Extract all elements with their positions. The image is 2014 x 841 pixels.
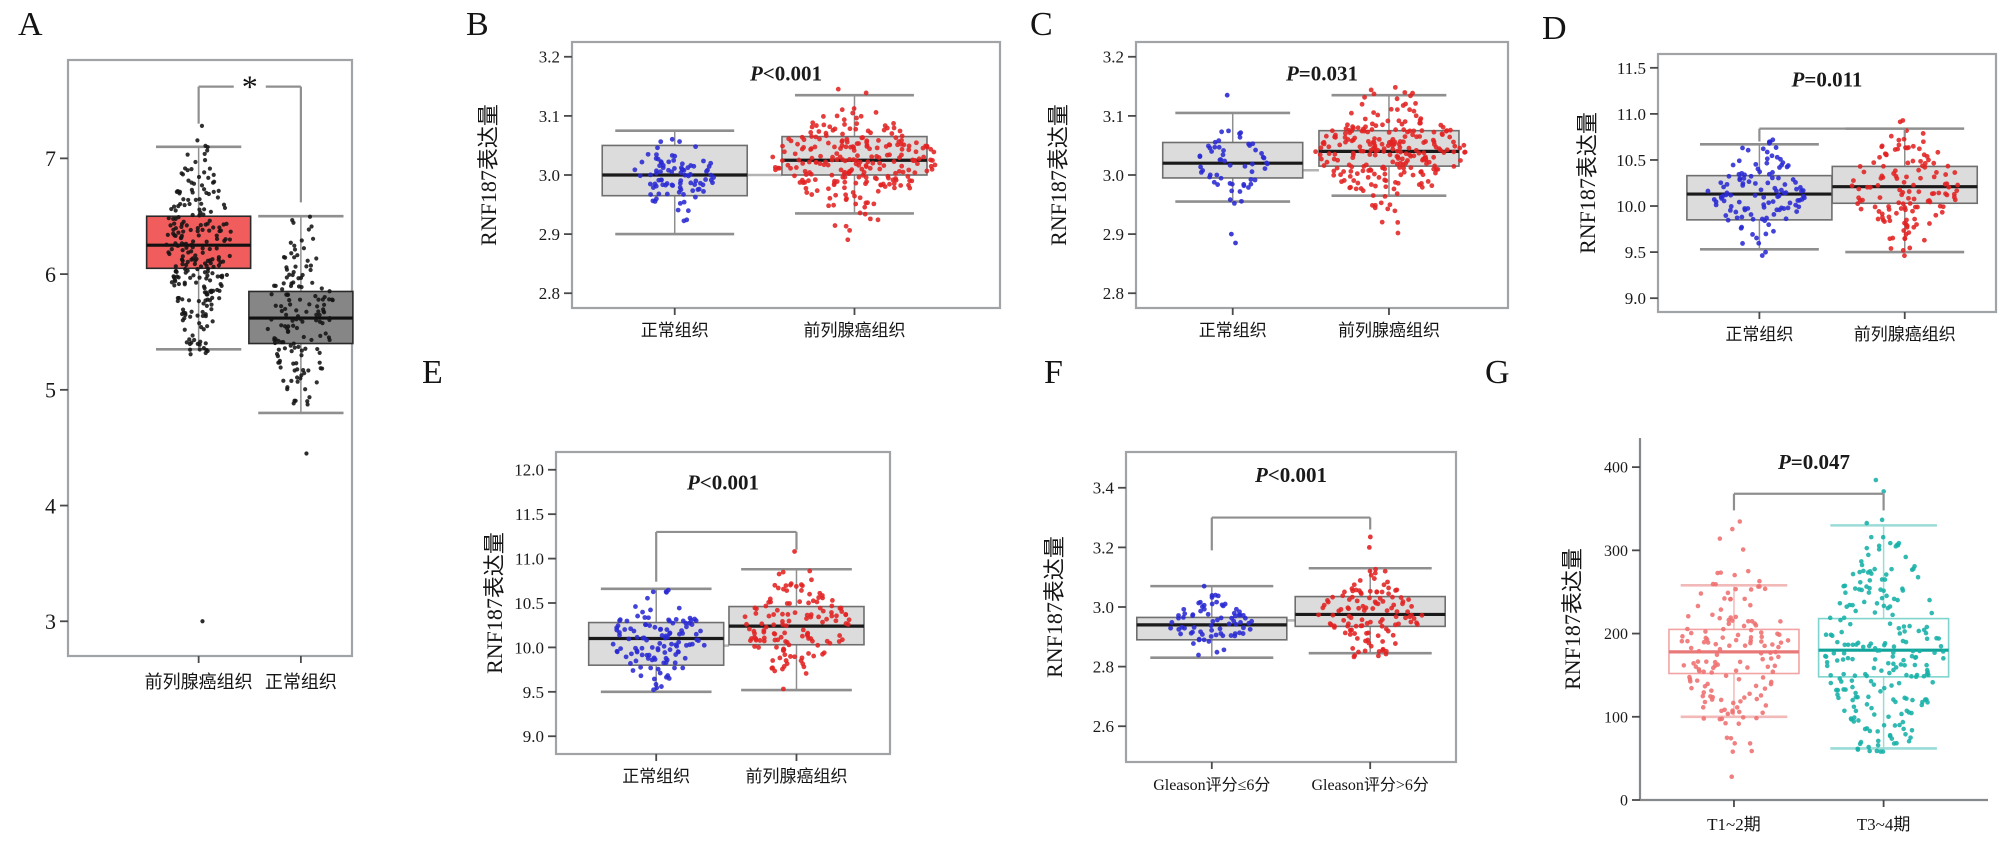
svg-text:RNF187表达量: RNF187表达量: [1560, 548, 1585, 690]
svg-text:Gleason评分>6分: Gleason评分>6分: [1311, 776, 1428, 794]
panel-C-letter: C: [1030, 6, 1053, 43]
svg-text:3.1: 3.1: [539, 107, 560, 126]
panel-C: C 3.2 3.1 3.0 2.9 2.8 RNF187表达量正常组织 前列腺癌组织 P=0.…: [1016, 2, 1568, 378]
svg-text:10.0: 10.0: [514, 638, 544, 657]
svg-text:10.0: 10.0: [1616, 197, 1646, 216]
svg-text:2.9: 2.9: [539, 225, 560, 244]
svg-text:100: 100: [1604, 709, 1628, 726]
panel-F-chart: 3.4 3.2 3.0 2.8 2.6 RNF187表达量 Gleason评分≤6分 Glea…: [1042, 450, 1458, 794]
svg-text:P=0.047: P=0.047: [1777, 450, 1850, 474]
svg-text:9.5: 9.5: [523, 683, 544, 702]
svg-text:前列腺癌组织: 前列腺癌组织: [1854, 325, 1956, 344]
svg-text:11.0: 11.0: [515, 550, 544, 569]
svg-text:正常组织: 正常组织: [1725, 325, 1793, 344]
svg-text:300: 300: [1604, 543, 1628, 560]
svg-text:10.5: 10.5: [1616, 151, 1646, 170]
svg-text:3.0: 3.0: [1093, 598, 1114, 617]
svg-text:RNF187表达量: RNF187表达量: [482, 532, 507, 674]
panel-B-letter: B: [466, 6, 489, 43]
svg-text:11.0: 11.0: [1617, 105, 1646, 124]
svg-text:3.2: 3.2: [1103, 48, 1124, 67]
panel-A-chart: 7 6 5 4 3 前列腺癌组织 正常组织 *: [45, 58, 354, 692]
svg-text:3.2: 3.2: [539, 48, 560, 67]
svg-text:P<0.001: P<0.001: [749, 61, 822, 85]
svg-text:P<0.001: P<0.001: [1254, 463, 1327, 487]
svg-text:2.8: 2.8: [1103, 284, 1124, 303]
svg-text:RNF187表达量: RNF187表达量: [1046, 104, 1071, 246]
svg-text:正常组织: 正常组织: [1199, 321, 1267, 340]
svg-text:9.0: 9.0: [1625, 289, 1646, 308]
svg-text:T3~4期: T3~4期: [1857, 815, 1911, 834]
svg-text:11.5: 11.5: [515, 505, 544, 524]
panel-F: F 3.4 3.2 3.0 2.8 2.6 RNF187表达量 Gleason评分≤6分 Gl…: [1036, 352, 1578, 841]
svg-text:12.0: 12.0: [514, 461, 544, 480]
panel-E-letter: E: [422, 354, 443, 391]
svg-text:正常组织: 正常组织: [641, 321, 709, 340]
svg-text:3.1: 3.1: [1103, 107, 1124, 126]
panel-G: G 400 300 200 100 0 RNF187表达量 T1~2期 T3~4期 P=0.04…: [1480, 352, 2014, 841]
svg-text:10.5: 10.5: [514, 594, 544, 613]
svg-text:RNF187表达量: RNF187表达量: [1042, 536, 1067, 678]
svg-text:2.6: 2.6: [1093, 717, 1114, 736]
svg-text:*: *: [242, 69, 258, 105]
panel-F-letter: F: [1044, 354, 1063, 391]
svg-text:2.8: 2.8: [539, 284, 560, 303]
panel-E: E 12.0 11.5 11.0 10.5 10.0 9.5 9.0 RNF187表达量正常组…: [420, 352, 1036, 841]
svg-text:RNF187表达量: RNF187表达量: [1575, 112, 1600, 254]
svg-text:7: 7: [45, 146, 56, 171]
panel-D-letter: D: [1542, 10, 1567, 47]
svg-text:P=0.011: P=0.011: [1791, 67, 1863, 91]
svg-text:3.2: 3.2: [1093, 538, 1114, 557]
svg-text:4: 4: [45, 493, 56, 518]
panel-G-letter: G: [1485, 354, 1510, 391]
svg-text:9.0: 9.0: [523, 727, 544, 746]
svg-text:400: 400: [1604, 460, 1628, 477]
svg-text:2.8: 2.8: [1093, 658, 1114, 677]
svg-text:3: 3: [45, 609, 56, 634]
svg-text:RNF187表达量: RNF187表达量: [476, 104, 501, 246]
svg-text:0: 0: [1620, 793, 1628, 810]
svg-text:6: 6: [45, 262, 56, 287]
svg-text:正常组织: 正常组织: [265, 672, 337, 692]
svg-text:11.5: 11.5: [1617, 59, 1646, 78]
svg-text:前列腺癌组织: 前列腺癌组织: [1338, 321, 1440, 340]
panel-D: D 11.5 11.0 10.5 10.0 9.5 9.0 RNF187表达量正常组织 前列腺…: [1524, 2, 2014, 378]
panel-G-chart: 400 300 200 100 0 RNF187表达量 T1~2期 T3~4期 P=0.047: [1560, 438, 1988, 834]
svg-text:正常组织: 正常组织: [622, 767, 690, 786]
svg-text:2.9: 2.9: [1103, 225, 1124, 244]
svg-text:9.5: 9.5: [1625, 243, 1646, 262]
svg-text:3.0: 3.0: [539, 166, 560, 185]
svg-text:前列腺癌组织: 前列腺癌组织: [145, 672, 253, 692]
svg-text:P=0.031: P=0.031: [1285, 61, 1358, 85]
svg-text:前列腺癌组织: 前列腺癌组织: [745, 767, 847, 786]
panel-B: B 3.2 3.1 3.0 2.9 2.8 RNF187表达量正常组织 前列腺癌组织 P<0.…: [452, 2, 1014, 378]
svg-text:3.0: 3.0: [1103, 166, 1124, 185]
svg-text:Gleason评分≤6分: Gleason评分≤6分: [1153, 776, 1270, 794]
panel-A-letter: A: [18, 6, 43, 43]
svg-text:P<0.001: P<0.001: [686, 470, 759, 494]
panel-A: A 7 6 5 4 3 前列腺癌组织 正常组织 *: [8, 6, 376, 736]
svg-text:前列腺癌组织: 前列腺癌组织: [803, 321, 905, 340]
svg-text:3.4: 3.4: [1093, 479, 1115, 498]
svg-text:5: 5: [45, 378, 56, 403]
svg-text:T1~2期: T1~2期: [1707, 815, 1761, 834]
svg-text:200: 200: [1604, 626, 1628, 643]
